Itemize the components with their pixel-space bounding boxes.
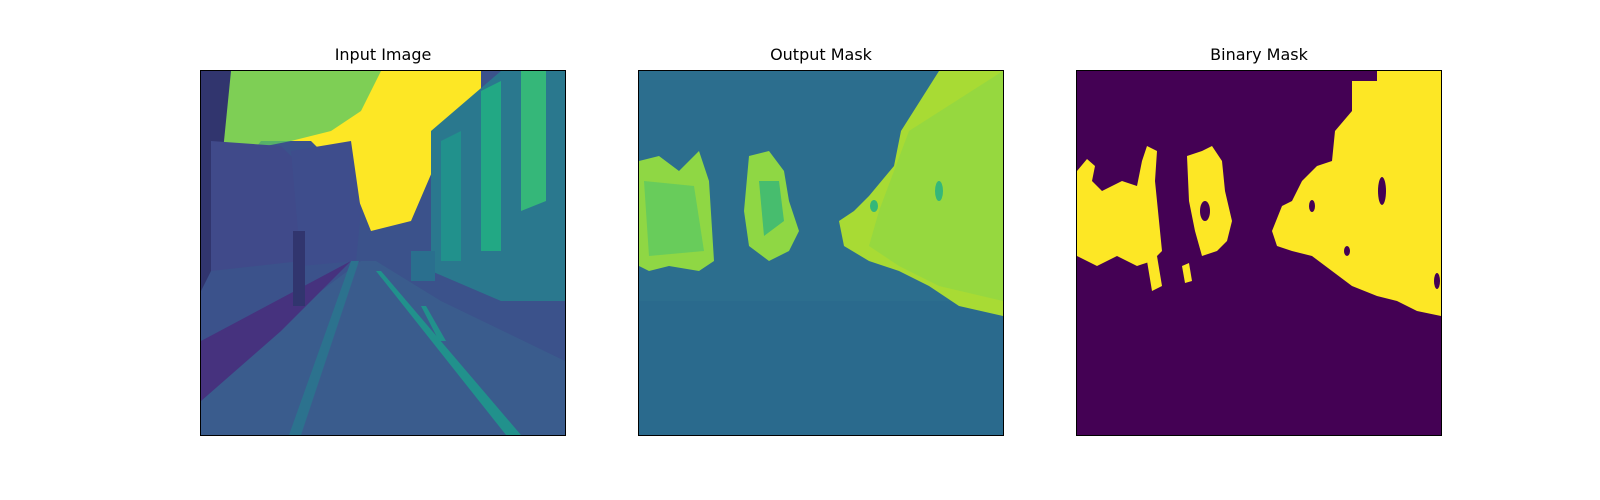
- output-mask-graphic: [639, 71, 1003, 435]
- panel-title-binary: Binary Mask: [1210, 45, 1308, 64]
- panel-output-mask: Output Mask: [638, 0, 1004, 500]
- panel-binary-mask: Binary Mask: [1076, 0, 1442, 500]
- output-mask-image: [638, 70, 1004, 436]
- panel-title-input: Input Image: [334, 45, 432, 64]
- panel-input-image: Input Image: [200, 0, 566, 500]
- binary-mask-graphic: [1077, 71, 1441, 435]
- input-image: [200, 70, 566, 436]
- input-image-graphic: [201, 71, 565, 435]
- panel-title-output: Output Mask: [770, 45, 872, 64]
- binary-mask-image: [1076, 70, 1442, 436]
